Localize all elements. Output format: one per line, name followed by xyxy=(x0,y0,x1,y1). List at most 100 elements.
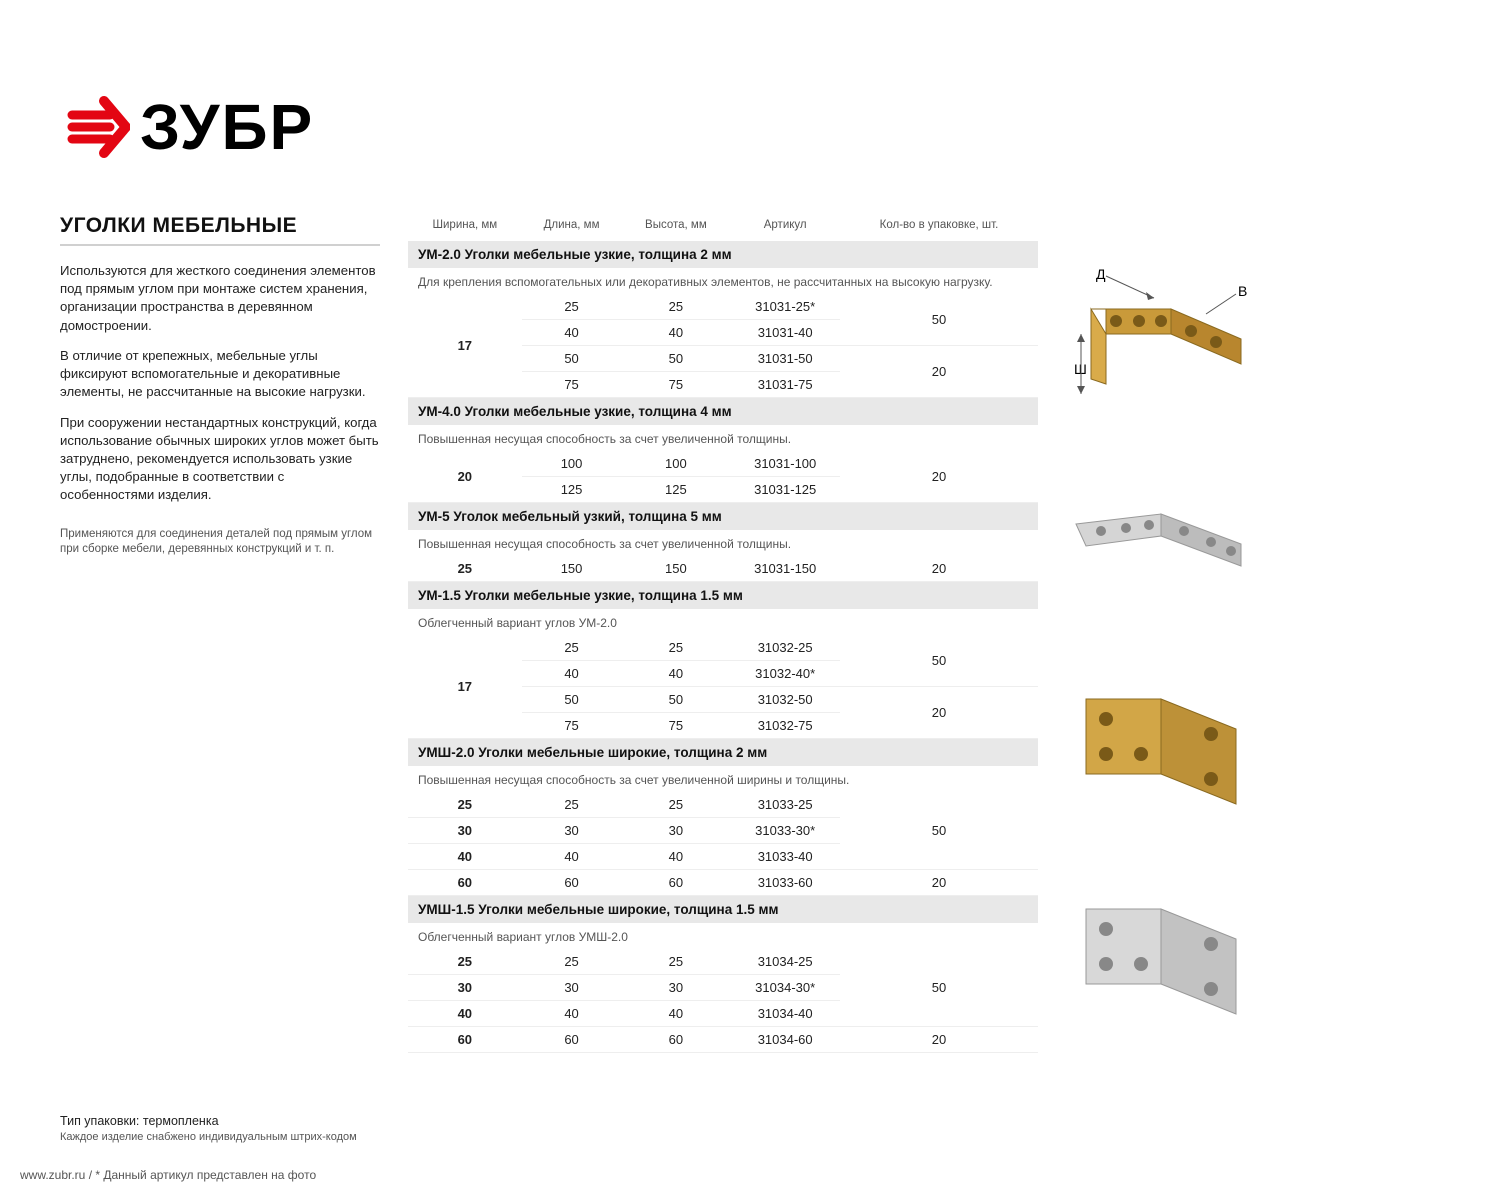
cell-height: 40 xyxy=(621,320,730,346)
cell-article: 31032-50 xyxy=(730,687,840,713)
group-description: Повышенная несущая способность за счет у… xyxy=(408,425,1038,451)
description-column: УГОЛКИ МЕБЕЛЬНЫЕ Используются для жестко… xyxy=(60,214,380,558)
col-article: Артикул xyxy=(730,214,840,241)
cell-height: 30 xyxy=(621,818,730,844)
cell-article: 31031-40 xyxy=(730,320,840,346)
cell-qty: 50 xyxy=(840,635,1038,687)
cell-width: 17 xyxy=(408,635,522,739)
cell-qty: 20 xyxy=(840,1027,1038,1053)
cell-length: 50 xyxy=(522,346,622,372)
cell-height: 40 xyxy=(621,661,730,687)
group-heading: УМ-4.0 Уголки мебельные узкие, толщина 4… xyxy=(408,398,1038,426)
cell-height: 125 xyxy=(621,477,730,503)
cell-article: 31033-30* xyxy=(730,818,840,844)
cell-article: 31032-25 xyxy=(730,635,840,661)
group-description: Повышенная несущая способность за счет у… xyxy=(408,530,1038,556)
cell-height: 25 xyxy=(621,635,730,661)
cell-height: 40 xyxy=(621,844,730,870)
table-row: 25252531033-2550 xyxy=(408,792,1038,818)
packaging-note: Тип упаковки: термопленка Каждое изделие… xyxy=(60,1113,357,1145)
photo-column: Д В Ш xyxy=(1066,214,1266,1024)
group-description: Облегченный вариант углов УМШ-2.0 xyxy=(408,923,1038,949)
cell-article: 31031-25* xyxy=(730,294,840,320)
cell-qty: 50 xyxy=(840,792,1038,870)
cell-width: 60 xyxy=(408,1027,522,1053)
cell-length: 100 xyxy=(522,451,622,477)
cell-qty: 20 xyxy=(840,687,1038,739)
cell-length: 75 xyxy=(522,372,622,398)
cell-length: 40 xyxy=(522,661,622,687)
cell-length: 60 xyxy=(522,1027,622,1053)
cell-height: 60 xyxy=(621,870,730,896)
group-description: Облегченный вариант углов УМ-2.0 xyxy=(408,609,1038,635)
svg-text:Ш: Ш xyxy=(1074,361,1087,377)
cell-width: 30 xyxy=(408,975,522,1001)
col-length: Длина, мм xyxy=(522,214,622,241)
cell-height: 50 xyxy=(621,346,730,372)
cell-article: 31031-100 xyxy=(730,451,840,477)
bracket-silver-wide-icon xyxy=(1066,894,1266,1024)
cell-height: 75 xyxy=(621,372,730,398)
packaging-line1: Тип упаковки: термопленка xyxy=(60,1113,357,1130)
cell-width: 25 xyxy=(408,556,522,582)
cell-qty: 20 xyxy=(840,556,1038,582)
table-row: 60606031033-6020 xyxy=(408,870,1038,896)
cell-article: 31034-60 xyxy=(730,1027,840,1053)
group-heading: УМ-5 Уголок мебельный узкий, толщина 5 м… xyxy=(408,503,1038,531)
table-row: 2515015031031-15020 xyxy=(408,556,1038,582)
table-row: 2010010031031-10020 xyxy=(408,451,1038,477)
cell-length: 150 xyxy=(522,556,622,582)
footer-note: www.zubr.ru / * Данный артикул представл… xyxy=(20,1168,316,1182)
cell-article: 31033-40 xyxy=(730,844,840,870)
usage-note: Применяются для соединения деталей под п… xyxy=(60,527,380,558)
cell-length: 50 xyxy=(522,687,622,713)
cell-article: 31031-125 xyxy=(730,477,840,503)
cell-length: 60 xyxy=(522,870,622,896)
cell-length: 30 xyxy=(522,975,622,1001)
spec-table-column: Ширина, мм Длина, мм Высота, мм Артикул … xyxy=(408,214,1038,1053)
cell-length: 25 xyxy=(522,294,622,320)
cell-width: 17 xyxy=(408,294,522,398)
table-row: 17252531031-25*50 xyxy=(408,294,1038,320)
group-description: Для крепления вспомогательных или декора… xyxy=(408,268,1038,294)
cell-length: 30 xyxy=(522,818,622,844)
cell-article: 31031-50 xyxy=(730,346,840,372)
table-row: 25252531034-2550 xyxy=(408,949,1038,975)
cell-length: 75 xyxy=(522,713,622,739)
intro-paragraph-3: При сооружении нестандартных конструкций… xyxy=(60,414,380,505)
cell-height: 40 xyxy=(621,1001,730,1027)
cell-article: 31034-25 xyxy=(730,949,840,975)
cell-width: 30 xyxy=(408,818,522,844)
page-title: УГОЛКИ МЕБЕЛЬНЫЕ xyxy=(60,214,380,246)
cell-width: 20 xyxy=(408,451,522,503)
group-heading: УМ-1.5 Уголки мебельные узкие, толщина 1… xyxy=(408,582,1038,610)
cell-length: 25 xyxy=(522,949,622,975)
intro-paragraph-1: Используются для жесткого соединения эле… xyxy=(60,262,380,335)
cell-qty: 20 xyxy=(840,451,1038,503)
cell-article: 31032-75 xyxy=(730,713,840,739)
cell-length: 40 xyxy=(522,844,622,870)
brand-text: ЗУБР xyxy=(140,90,314,164)
cell-width: 60 xyxy=(408,870,522,896)
cell-height: 25 xyxy=(621,792,730,818)
cell-height: 100 xyxy=(621,451,730,477)
cell-height: 25 xyxy=(621,294,730,320)
cell-width: 40 xyxy=(408,1001,522,1027)
cell-qty: 50 xyxy=(840,294,1038,346)
group-description: Повышенная несущая способность за счет у… xyxy=(408,766,1038,792)
cell-article: 31032-40* xyxy=(730,661,840,687)
cell-height: 30 xyxy=(621,975,730,1001)
cell-article: 31034-40 xyxy=(730,1001,840,1027)
cell-article: 31034-30* xyxy=(730,975,840,1001)
cell-length: 25 xyxy=(522,792,622,818)
brand-logo: ЗУБР xyxy=(60,90,1440,164)
svg-text:В: В xyxy=(1238,283,1247,299)
cell-length: 125 xyxy=(522,477,622,503)
cell-qty: 50 xyxy=(840,949,1038,1027)
table-row: 17252531032-2550 xyxy=(408,635,1038,661)
intro-paragraph-2: В отличие от крепежных, мебельные углы ф… xyxy=(60,347,380,402)
col-width: Ширина, мм xyxy=(408,214,522,241)
cell-width: 25 xyxy=(408,792,522,818)
col-height: Высота, мм xyxy=(621,214,730,241)
group-heading: УМ-2.0 Уголки мебельные узкие, толщина 2… xyxy=(408,241,1038,268)
